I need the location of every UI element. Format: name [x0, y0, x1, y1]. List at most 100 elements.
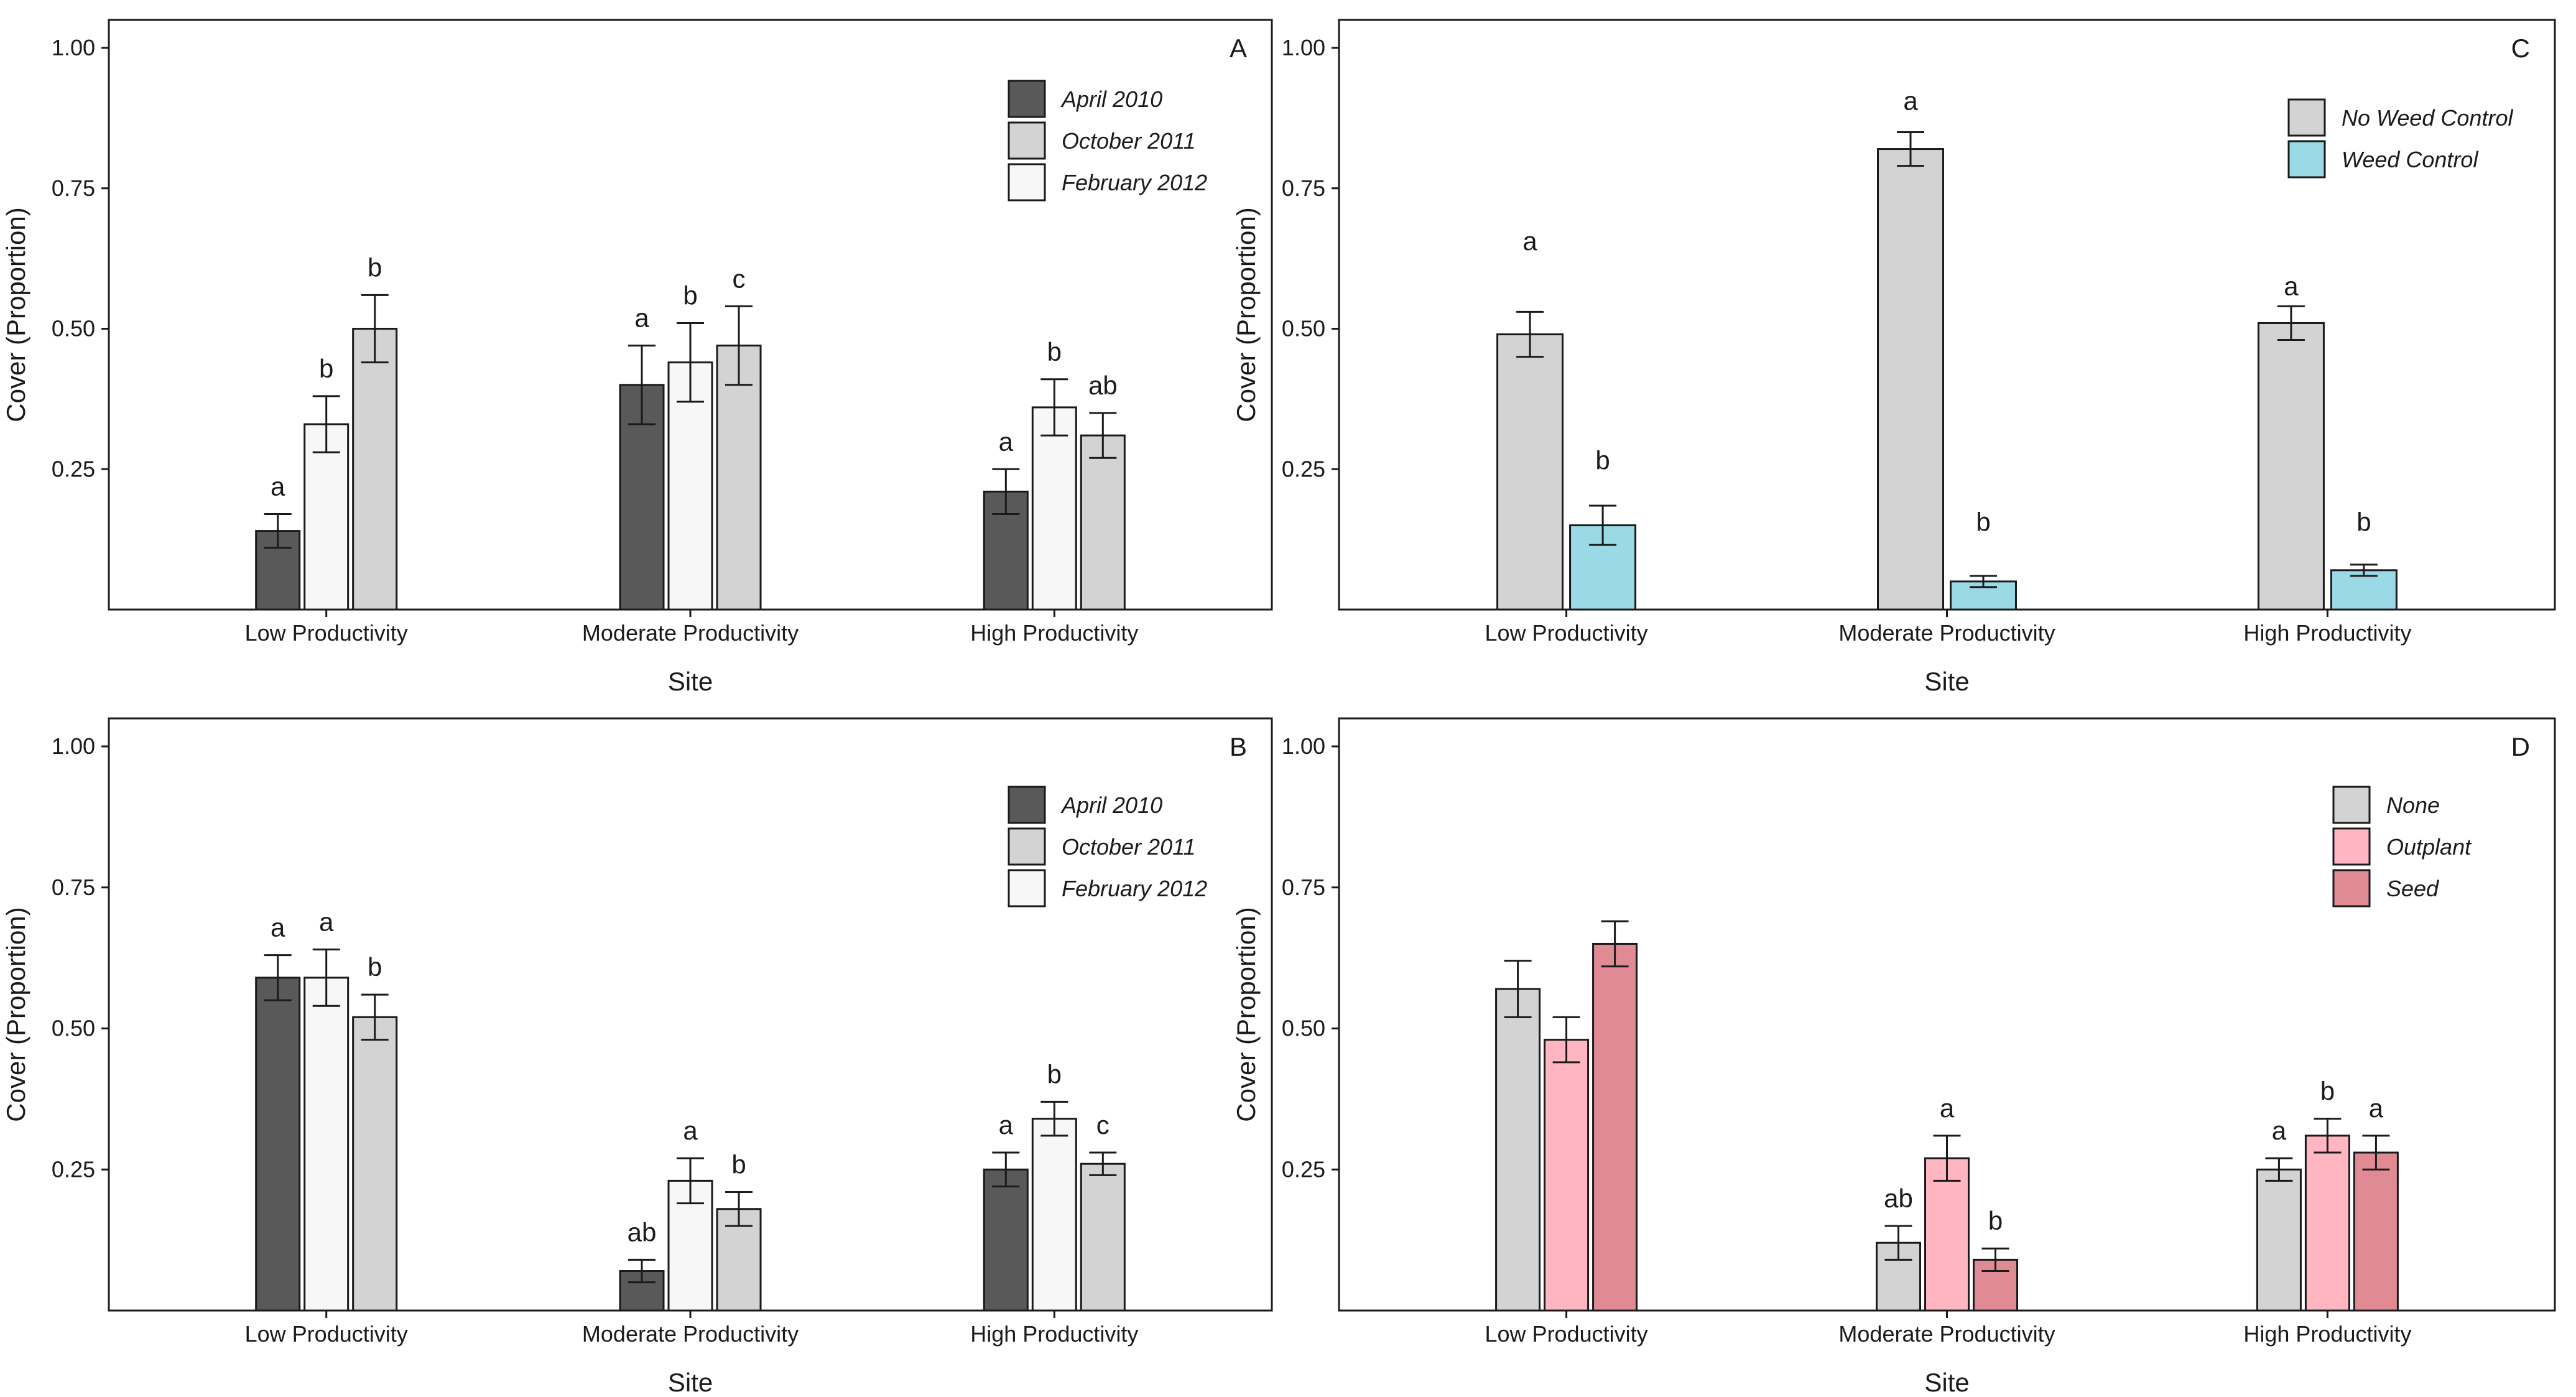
legend-swatch: [1008, 121, 1046, 160]
x-tick-label: Moderate Productivity: [1838, 620, 2055, 646]
y-tick-label: 1.00: [1282, 733, 1325, 759]
x-tick-label: Low Productivity: [1485, 1321, 1648, 1347]
legend-swatch: [1008, 80, 1046, 118]
x-tick-label: Low Productivity: [1485, 620, 1648, 646]
significance-letter: a: [999, 427, 1014, 456]
y-tick-label: 0.50: [52, 1016, 95, 1041]
legend-label: No Weed Control: [2342, 105, 2513, 131]
significance-letter: a: [319, 907, 334, 937]
significance-letter: a: [634, 304, 649, 333]
y-tick-label: 0.25: [1282, 456, 1325, 481]
legend-label: February 2012: [1062, 876, 1207, 901]
y-tick-label: 0.50: [1282, 1016, 1325, 1041]
legend-label: April 2010: [1060, 86, 1162, 112]
panel-a: 0.25 0.50 0.75 1.00 Cover (Proportion) Site A L…: [1, 19, 1273, 696]
bar: [352, 328, 398, 611]
significance-letter: b: [731, 1150, 746, 1179]
y-tick-label: 0.75: [52, 175, 95, 201]
y-tick-label: 0.25: [52, 456, 95, 481]
y-axis-title: Cover (Proportion): [1, 207, 30, 422]
significance-letter: a: [2369, 1093, 2384, 1123]
significance-letter: a: [1903, 86, 1918, 115]
bar: [1592, 942, 1638, 1312]
significance-letter: b: [1047, 337, 1062, 366]
x-tick-label: Moderate Productivity: [582, 1321, 799, 1347]
panel-d: 0.25 0.50 0.75 1.00 Cover (Proportion) Site D L…: [1231, 717, 2556, 1397]
significance-letter: a: [683, 1116, 698, 1145]
bar: [1495, 988, 1541, 1312]
significance-letter: ab: [628, 1217, 657, 1246]
legend-label: None: [2386, 792, 2440, 818]
bar: [2257, 322, 2325, 611]
panel-label: B: [1230, 732, 1247, 761]
legend: April 2010 October 2011 February 2012: [1008, 786, 1207, 907]
significance-letter: b: [368, 253, 382, 282]
significance-letter: a: [999, 1110, 1014, 1139]
legend-swatch: [1008, 163, 1046, 202]
significance-letter: a: [1522, 226, 1537, 256]
significance-letter: b: [1595, 445, 1610, 475]
panel-b: 0.25 0.50 0.75 1.00 Cover (Proportion) Site B L…: [1, 717, 1273, 1397]
significance-letter: b: [2320, 1077, 2335, 1106]
x-tick-label: Moderate Productivity: [582, 620, 799, 646]
significance-letter: b: [1976, 508, 1990, 537]
x-tick-label: High Productivity: [970, 620, 1138, 646]
significance-letter: a: [2272, 1116, 2287, 1145]
y-tick-label: 0.25: [52, 1156, 95, 1182]
legend-swatch: [1008, 869, 1046, 907]
y-tick-label: 0.75: [1282, 875, 1325, 900]
bar: [2330, 569, 2398, 611]
x-tick-label: Moderate Productivity: [1838, 1321, 2055, 1347]
significance-letter: b: [1047, 1059, 1062, 1088]
x-axis-title: Site: [1924, 667, 1969, 696]
significance-letter: b: [368, 952, 382, 982]
bar: [1877, 148, 1944, 611]
bar: [352, 1016, 398, 1312]
x-tick-label: Low Productivity: [245, 620, 408, 646]
y-tick-label: 1.00: [52, 733, 95, 759]
significance-letter: b: [1988, 1206, 2003, 1235]
legend: No Weed Control Weed Control: [2287, 98, 2513, 179]
legend-swatch: [2332, 827, 2371, 866]
x-axis-title: Site: [668, 1368, 713, 1397]
legend-label: October 2011: [1062, 128, 1195, 154]
y-axis-title: Cover (Proportion): [1231, 907, 1261, 1121]
y-tick-label: 0.75: [52, 875, 95, 900]
x-axis-title: Site: [668, 667, 713, 696]
legend-swatch: [2332, 869, 2371, 907]
y-tick-label: 0.50: [1282, 316, 1325, 341]
panel-c: 0.25 0.50 0.75 1.00 Cover (Proportion) Site C L…: [1231, 19, 2556, 696]
legend-swatch: [2287, 140, 2326, 179]
significance-letter: b: [683, 281, 697, 310]
significance-letter: a: [2284, 271, 2299, 300]
x-axis-title: Site: [1924, 1368, 1969, 1397]
legend-label: April 2010: [1060, 792, 1162, 818]
y-tick-label: 0.25: [1282, 1156, 1325, 1182]
x-tick-label: High Productivity: [2243, 620, 2411, 646]
significance-letter: a: [271, 913, 285, 942]
bar: [716, 345, 762, 611]
panel-label: C: [2511, 34, 2530, 63]
legend-swatch: [2287, 98, 2326, 137]
bar: [255, 977, 301, 1312]
x-tick-label: Low Productivity: [245, 1321, 408, 1347]
significance-letter: c: [733, 264, 746, 293]
bar: [1544, 1039, 1590, 1312]
bar: [1080, 1163, 1126, 1312]
y-axis-title: Cover (Proportion): [1, 907, 30, 1121]
bar: [1031, 406, 1077, 611]
y-tick-label: 0.75: [1282, 175, 1325, 201]
x-tick-label: High Productivity: [970, 1321, 1138, 1347]
bar: [983, 1168, 1029, 1312]
significance-letter: a: [1940, 1093, 1955, 1123]
bar: [2304, 1135, 2350, 1312]
bar: [303, 977, 350, 1312]
significance-letter: c: [1096, 1110, 1110, 1139]
y-tick-label: 1.00: [1282, 35, 1325, 60]
legend-swatch: [1008, 827, 1046, 866]
significance-letter: a: [271, 471, 285, 501]
panel-label: A: [1230, 34, 1247, 63]
bar: [2256, 1168, 2302, 1312]
bar: [667, 361, 713, 611]
